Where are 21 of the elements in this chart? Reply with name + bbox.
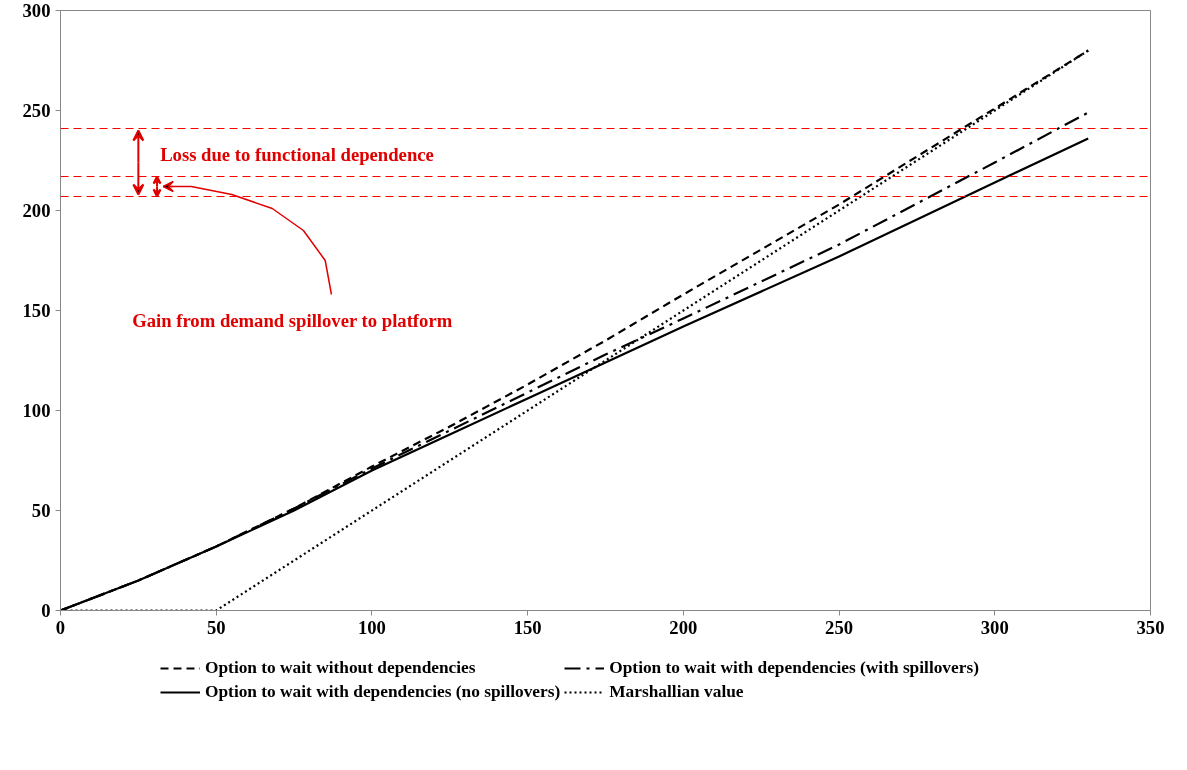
legend-label: Marshallian value xyxy=(609,682,744,702)
y-tick-label: 0 xyxy=(41,600,51,621)
annotation: Gain from demand spillover to platform xyxy=(132,309,453,331)
x-tick-label: 150 xyxy=(513,616,542,638)
x-tick-label: 300 xyxy=(980,616,1009,638)
x-tick-label: 200 xyxy=(669,616,698,638)
annotation: Loss due to functional dependence xyxy=(160,143,434,165)
x-tick-label: 100 xyxy=(357,616,386,638)
y-tick-label: 150 xyxy=(22,300,51,321)
legend-label: Option to wait with dependencies (no spillovers) xyxy=(205,682,561,702)
x-tick-label: 50 xyxy=(206,616,226,638)
y-tick-label: 50 xyxy=(31,500,51,521)
y-tick-label: 100 xyxy=(22,400,51,421)
x-tick-label: 0 xyxy=(55,616,66,638)
x-tick-label: 350 xyxy=(1136,616,1165,638)
legend-label: Option to wait with dependencies (with spillovers) xyxy=(609,658,979,678)
legend-label: Option to wait without dependencies xyxy=(205,658,476,678)
y-tick-label: 300 xyxy=(22,0,51,21)
y-tick-label: 200 xyxy=(22,200,51,221)
y-tick-label: 250 xyxy=(22,100,51,121)
x-tick-label: 250 xyxy=(825,616,854,638)
